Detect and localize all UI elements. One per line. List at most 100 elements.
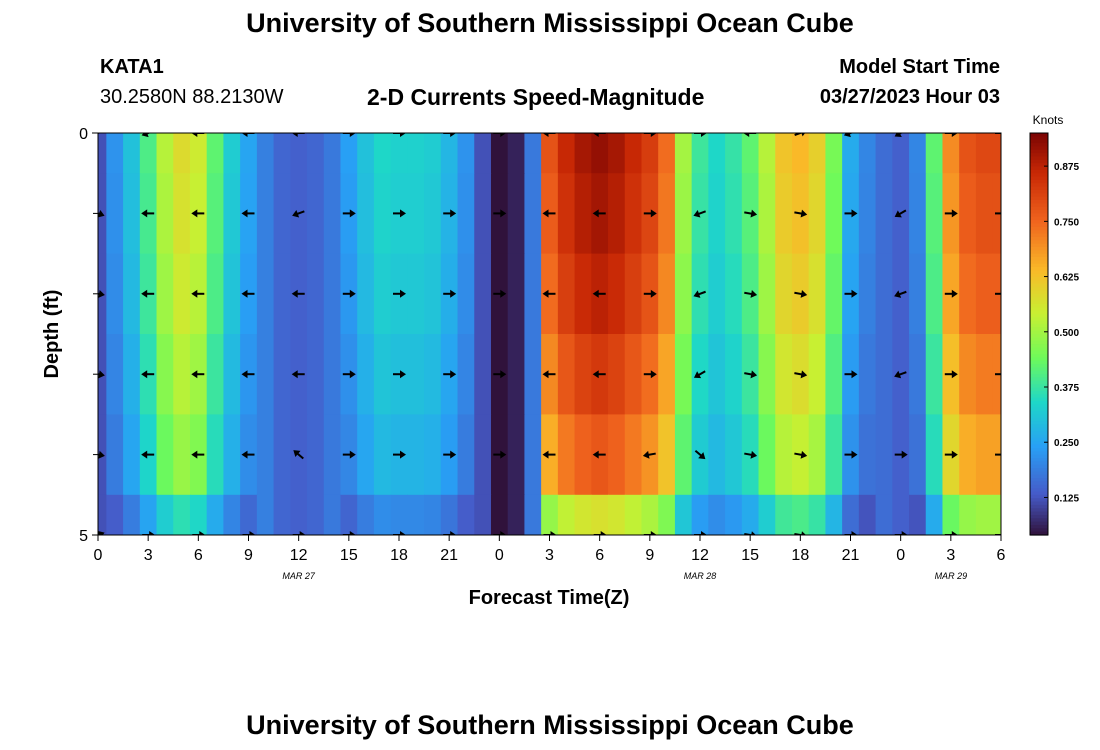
- heatmap-cell: [457, 253, 475, 335]
- colorbar-swatch: [1030, 481, 1048, 486]
- colorbar-swatch: [1030, 186, 1048, 191]
- heatmap-cell: [909, 334, 927, 415]
- colorbar-swatch: [1030, 317, 1048, 322]
- heatmap-cells: [98, 133, 1001, 535]
- current-arrow: [844, 209, 858, 218]
- colorbar: 0.125 0.250 0.375 0.500 0.625 0.750 0.875: [1029, 132, 1079, 536]
- heatmap-cell: [925, 414, 944, 496]
- heatmap-cell: [574, 414, 592, 496]
- heatmap-cell: [206, 173, 225, 255]
- current-arrow: [241, 370, 255, 379]
- heatmap-cell: [975, 173, 994, 255]
- colorbar-swatch: [1030, 149, 1048, 154]
- current-arrow: [241, 289, 255, 298]
- heatmap-cell: [307, 414, 325, 496]
- heatmap-cell: [106, 253, 124, 335]
- heatmap-cell: [407, 173, 425, 255]
- heatmap-cell: [674, 133, 693, 174]
- heatmap-cell: [524, 173, 542, 255]
- heatmap-cell: [574, 253, 592, 335]
- heatmap-cell: [507, 133, 526, 174]
- colorbar-swatch: [1030, 360, 1048, 365]
- heatmap-cell: [557, 253, 576, 335]
- heatmap-cell: [457, 494, 475, 535]
- current-arrow: [393, 450, 406, 459]
- current-arrow: [542, 370, 556, 379]
- heatmap-cell: [808, 133, 827, 174]
- heatmap-cell: [858, 173, 877, 255]
- colorbar-swatch: [1030, 183, 1048, 188]
- heatmap-cell: [156, 173, 174, 255]
- current-arrow: [242, 531, 256, 535]
- current-arrow: [643, 133, 657, 137]
- heatmap-cell: [624, 173, 643, 255]
- colorbar-swatch: [1030, 414, 1048, 419]
- heatmap-cell: [708, 334, 726, 415]
- heatmap-cell: [708, 494, 726, 535]
- current-arrow: [593, 531, 607, 535]
- heatmap-cell: [808, 173, 827, 255]
- current-arrow: [191, 370, 205, 379]
- heatmap-cell: [674, 253, 693, 335]
- colorbar-swatch: [1030, 139, 1048, 144]
- colorbar-tick-label: 0.250: [1054, 438, 1079, 449]
- colorbar-swatch: [1030, 417, 1048, 422]
- heatmap-cell: [98, 133, 107, 174]
- colorbar-swatch: [1030, 501, 1048, 506]
- heatmap-cell: [708, 173, 726, 255]
- heatmap-cell: [474, 494, 492, 535]
- heatmap-cell: [975, 253, 994, 335]
- current-arrow: [744, 209, 758, 218]
- colorbar-swatch: [1030, 364, 1048, 369]
- heatmap-cell: [758, 494, 776, 535]
- colorbar-swatch: [1030, 176, 1048, 181]
- current-arrow: [744, 290, 758, 298]
- current-arrow: [393, 289, 406, 298]
- heatmap-cell: [323, 253, 342, 335]
- heatmap-cell: [975, 133, 994, 174]
- colorbar-swatch: [1030, 143, 1048, 147]
- colorbar-swatch: [1030, 159, 1048, 164]
- current-arrow: [291, 370, 305, 379]
- heatmap-cell: [825, 133, 843, 174]
- heatmap-cell: [173, 133, 191, 174]
- colorbar-swatch: [1030, 461, 1048, 466]
- colorbar-swatch: [1030, 394, 1048, 399]
- heatmap-cell: [206, 133, 225, 174]
- current-arrow: [98, 209, 105, 218]
- colorbar-swatch: [1030, 374, 1048, 379]
- current-arrow: [744, 450, 758, 459]
- heatmap-cell: [156, 253, 174, 335]
- heatmap-cell: [557, 133, 576, 174]
- heatmap-cell: [173, 173, 191, 255]
- heatmap-cell: [942, 494, 960, 535]
- heatmap-cell: [641, 133, 659, 174]
- current-arrow: [291, 289, 305, 298]
- heatmap-cell: [725, 133, 743, 174]
- current-arrow: [493, 450, 507, 459]
- heatmap-cell: [925, 253, 944, 335]
- current-arrow: [291, 133, 305, 137]
- current-arrow: [995, 373, 1001, 376]
- heatmap-cell: [524, 414, 542, 496]
- current-arrow: [995, 292, 1001, 295]
- y-tick-label: 0: [79, 126, 88, 143]
- y-axis-label: Depth (ft): [41, 290, 63, 379]
- colorbar-swatch: [1030, 320, 1048, 325]
- heatmap-cell: [407, 133, 425, 174]
- heatmap-cell: [608, 414, 626, 496]
- heatmap-cell: [959, 173, 977, 255]
- heatmap-cell: [407, 334, 425, 415]
- x-tick-label: 15: [741, 547, 759, 564]
- current-arrow: [694, 449, 706, 460]
- colorbar-swatch: [1030, 424, 1048, 429]
- colorbar-swatch: [1030, 270, 1048, 275]
- x-date-label: MAR 28: [684, 571, 717, 581]
- colorbar-swatch: [1030, 166, 1048, 171]
- model-start-label: Model Start Time: [839, 56, 1000, 78]
- current-arrow: [443, 450, 457, 459]
- heatmap-cell: [758, 133, 776, 174]
- current-arrow: [944, 531, 958, 535]
- heatmap-cell: [457, 173, 475, 255]
- colorbar-swatch: [1030, 357, 1048, 362]
